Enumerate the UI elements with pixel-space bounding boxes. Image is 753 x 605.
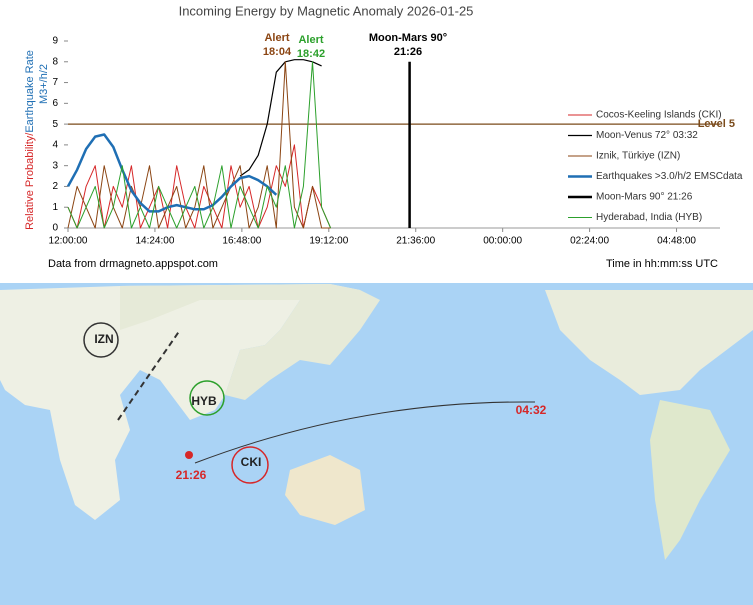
map-label: 04:32 [516, 403, 547, 417]
moon-track [194, 401, 536, 464]
cki-circle [231, 446, 269, 484]
izn-circle [83, 322, 119, 358]
map-label: IZN [94, 332, 113, 346]
plot: 0 1 2 3 4 5 6 7 8 9 12:00:00 14:24:00 16:48:00 19:12:… [49, 32, 743, 247]
y-tick-label: 4 [52, 140, 58, 151]
annotation: Alert [298, 34, 323, 46]
legend-label: Moon-Mars 90° 21:26 [596, 192, 693, 203]
y-label-part: Relative Probability/ [24, 132, 36, 230]
chart-background [0, 0, 753, 283]
y-tick-label: 0 [52, 223, 58, 234]
x-tick-label: 04:48:00 [657, 236, 696, 247]
land-south-america [650, 400, 730, 560]
annotation: 18:42 [297, 48, 325, 60]
y-label-part: Earthquake Rate [24, 50, 36, 133]
location-pin [185, 451, 193, 459]
legend-label: Moon-Venus 72° 03:32 [596, 130, 698, 141]
x-tick-label: 21:36:00 [396, 236, 435, 247]
x-tick-label: 16:48:00 [222, 236, 261, 247]
x-axis-label: Time in hh:mm:ss UTC [606, 258, 718, 270]
annotation: 21:26 [394, 46, 422, 58]
y-axis-label: Relative Probability/Earthquake Rate [24, 50, 36, 230]
series-line [67, 61, 332, 229]
y-tick-label: 1 [52, 202, 58, 213]
source-note: Data from drmagneto.appspot.com [48, 258, 218, 270]
y-tick-label: 2 [52, 181, 58, 192]
y-tick-label: 9 [52, 36, 58, 47]
x-tick-label: 19:12:00 [309, 236, 348, 247]
land-north-america [545, 290, 753, 395]
land-australia [285, 455, 365, 525]
map-label: HYB [191, 394, 217, 408]
level-label: Level 5 [698, 118, 735, 130]
legend-label: Hyderabad, India (HYB) [596, 212, 702, 223]
y-tick-label: 7 [52, 77, 58, 88]
y-axis-label-2: M3+/h/2 [38, 64, 50, 104]
legend-label: Iznik, Türkiye (IZN) [596, 151, 680, 162]
x-tick-label: 14:24:00 [135, 236, 174, 247]
hyb-circle [189, 380, 225, 416]
annotation: 18:04 [263, 46, 292, 58]
y-tick-label: 8 [52, 56, 58, 67]
chart-title: Incoming Energy by Magnetic Anomaly 2026… [179, 3, 474, 18]
map-label: 21:26 [176, 468, 207, 482]
y-tick-label: 5 [52, 119, 58, 130]
x-tick-label: 12:00:00 [49, 236, 88, 247]
y-tick-label: 3 [52, 160, 58, 171]
land-asia [120, 284, 380, 400]
dashed-track [117, 329, 181, 421]
map: IZN HYB CKI 21:26 04:32 [0, 283, 753, 605]
annotation: Alert [264, 32, 289, 44]
x-tick-label: 02:24:00 [570, 236, 609, 247]
y-axis-label-text: Relative Probability/Earthquake Rate [24, 50, 36, 230]
series-line [66, 133, 278, 213]
legend-label: Earthquakes >3.0/h/2 EMSCdata [596, 171, 743, 182]
y-tick-label: 6 [52, 98, 58, 109]
legend-label: Cocos-Keeling Islands (CKI) [596, 110, 722, 121]
annotation: Moon-Mars 90° [369, 32, 447, 44]
series-line [239, 59, 322, 177]
series-line [67, 61, 331, 229]
land-afro-eurasia [0, 284, 360, 520]
x-tick-label: 00:00:00 [483, 236, 522, 247]
map-label: CKI [241, 455, 262, 469]
